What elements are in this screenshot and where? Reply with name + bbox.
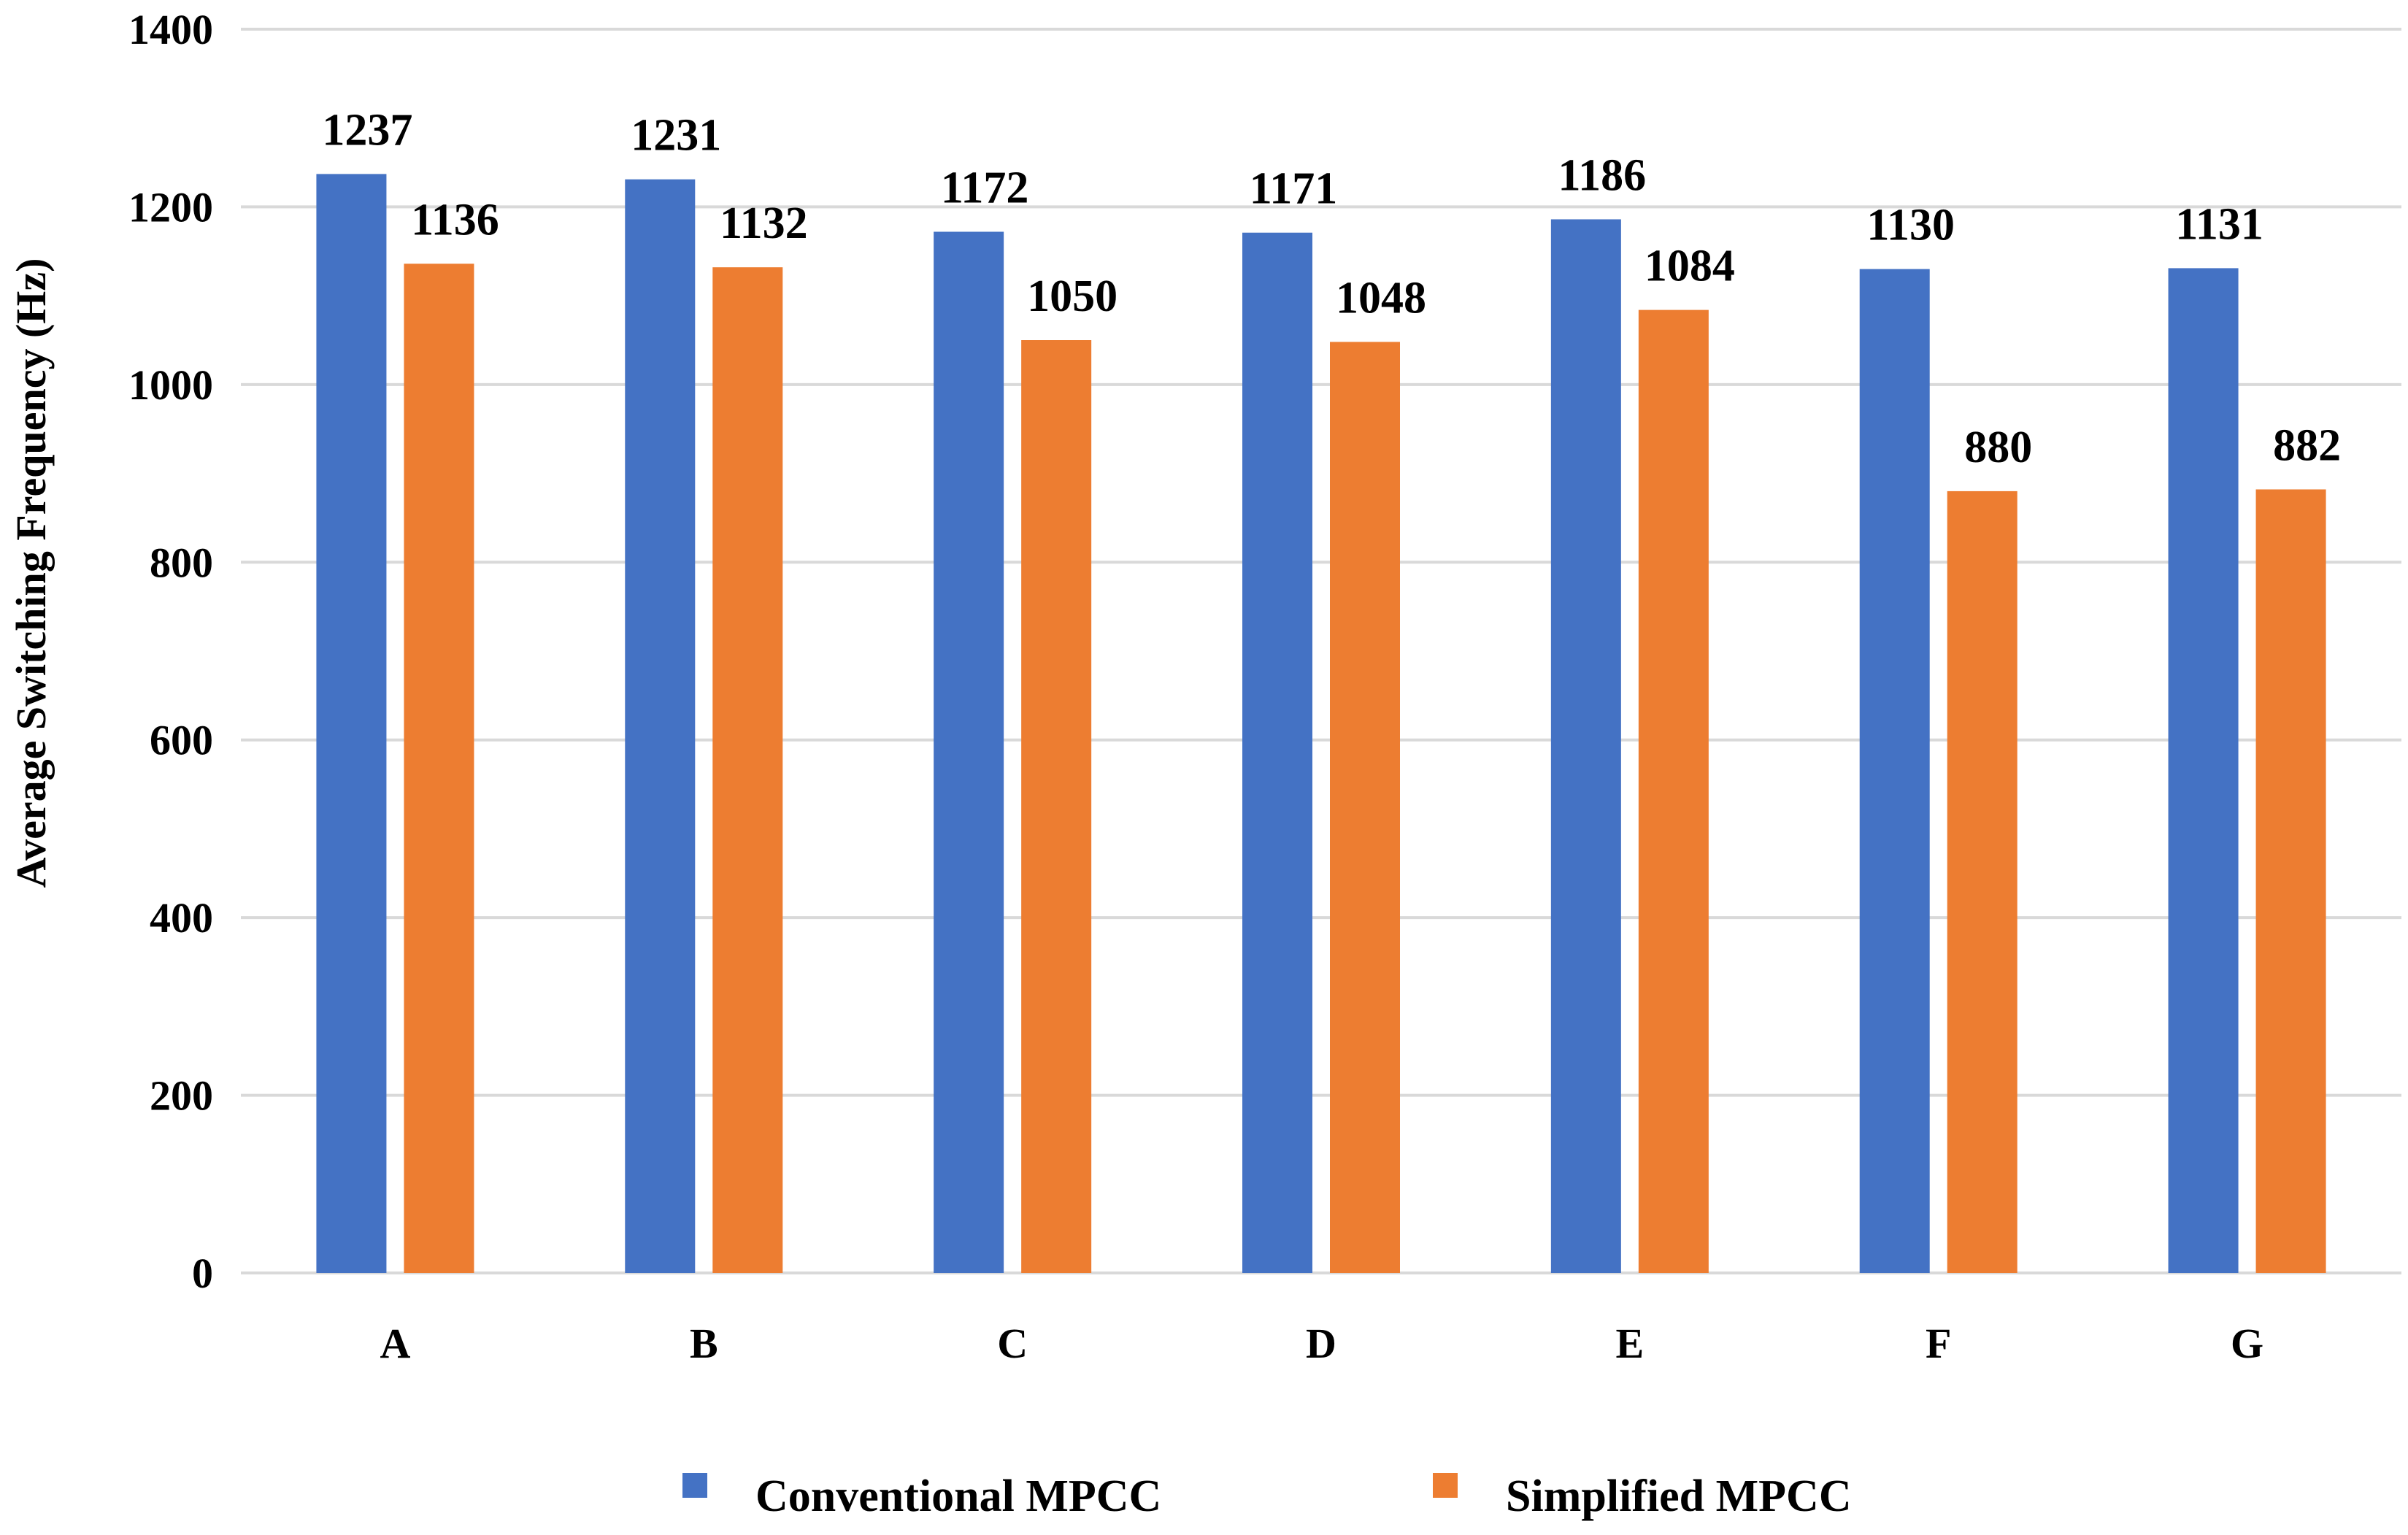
- y-tick-label: 400: [150, 894, 213, 942]
- y-tick-label: 1000: [128, 361, 213, 409]
- bar-simplified-mpcc-a: [404, 263, 474, 1274]
- legend-swatch: [682, 1473, 707, 1498]
- bar-conventional-mpcc-f: [1859, 269, 1930, 1274]
- bar-conventional-mpcc-d: [1242, 232, 1312, 1273]
- legend-label: Conventional MPCC: [755, 1471, 1161, 1521]
- bar-conventional-mpcc-b: [625, 179, 696, 1273]
- bar-simplified-mpcc-b: [712, 267, 783, 1273]
- legend-swatch: [1433, 1473, 1458, 1498]
- y-tick-label: 600: [150, 717, 213, 764]
- bar-conventional-mpcc-e: [1550, 219, 1621, 1274]
- bar-conventional-mpcc-c: [934, 231, 1004, 1274]
- bar-conventional-mpcc-g: [2168, 268, 2239, 1274]
- y-tick-label: 800: [150, 539, 213, 586]
- y-tick-label: 1400: [128, 6, 213, 53]
- gridlines: [241, 28, 2401, 1274]
- data-label: 1132: [720, 199, 808, 248]
- data-label: 1231: [631, 111, 721, 161]
- data-label: 1171: [1250, 164, 1338, 214]
- x-category-label: A: [380, 1320, 410, 1367]
- bars: [316, 174, 2326, 1274]
- data-label: 1050: [1027, 272, 1118, 321]
- y-axis-ticks: 0 200 400 600 800 1000 1200 1400: [128, 6, 213, 1297]
- data-label: 1084: [1645, 242, 1735, 291]
- x-category-label: D: [1306, 1320, 1336, 1367]
- x-category-label: C: [997, 1320, 1028, 1367]
- x-category-label: F: [1926, 1320, 1951, 1367]
- bar-simplified-mpcc-c: [1021, 340, 1092, 1273]
- data-label: 1131: [2175, 199, 2263, 249]
- y-tick-label: 1200: [128, 183, 213, 231]
- data-label: 882: [2273, 420, 2341, 470]
- bar-conventional-mpcc-a: [316, 174, 387, 1273]
- bar-simplified-mpcc-f: [1947, 490, 2017, 1273]
- legend: Conventional MPCC Simplified MPCC: [682, 1471, 1852, 1521]
- data-label: 1130: [1866, 201, 1955, 250]
- data-label: 1186: [1558, 150, 1647, 200]
- data-label: 1237: [322, 105, 412, 155]
- data-label: 1172: [941, 163, 1029, 213]
- bar-simplified-mpcc-d: [1330, 342, 1400, 1273]
- data-label: 1048: [1336, 273, 1426, 323]
- x-category-label: E: [1616, 1320, 1645, 1367]
- data-label: 880: [1964, 423, 2032, 472]
- y-axis-title: Average Switching Frequency (Hz): [7, 258, 55, 888]
- x-category-label: G: [2231, 1320, 2263, 1367]
- x-category-label: B: [690, 1320, 718, 1367]
- data-labels: 1237 1136 1231 1132 1172 1050 1171 1048 1186 1084…: [322, 105, 2341, 472]
- x-axis-categories: A B C D E F G: [380, 1320, 2263, 1367]
- y-tick-label: 200: [150, 1072, 213, 1120]
- data-label: 1136: [411, 195, 499, 245]
- bar-simplified-mpcc-e: [1638, 309, 1709, 1273]
- y-tick-label: 0: [192, 1250, 213, 1297]
- legend-label: Simplified MPCC: [1506, 1471, 1852, 1521]
- bar-simplified-mpcc-g: [2255, 489, 2326, 1273]
